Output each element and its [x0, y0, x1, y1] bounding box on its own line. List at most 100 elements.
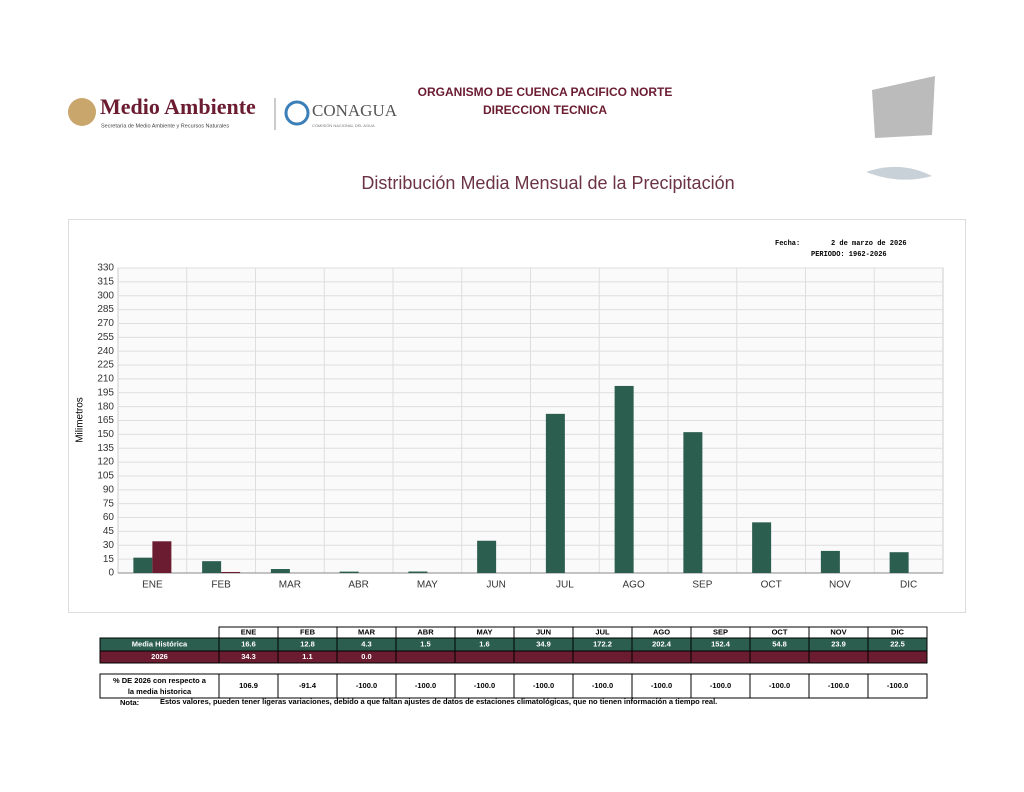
rain-icon [866, 166, 932, 180]
bar [270, 569, 290, 573]
x-tick-label: AGO [623, 580, 645, 591]
logo-subtext: Secretaría de Medio Ambiente y Recursos … [101, 123, 229, 129]
x-tick-label: OCT [761, 580, 782, 591]
table-cell: 1.1 [302, 652, 312, 661]
row-label-line: % DE 2026 con respecto a [113, 676, 207, 685]
column-header: ABR [417, 627, 434, 636]
bar [408, 571, 428, 573]
table-cell: -100.0 [356, 681, 377, 690]
column-header: JUN [536, 627, 551, 636]
column-header: JUL [595, 627, 610, 636]
period: PERIODO: 1962-2026 [811, 251, 887, 259]
table-cell: -100.0 [592, 681, 613, 690]
x-tick-label: JUL [556, 580, 574, 591]
column-header: MAY [477, 627, 493, 636]
table-cell: 34.9 [536, 639, 551, 648]
y-tick-label: 150 [97, 429, 114, 440]
table-cell: 202.4 [652, 639, 672, 648]
y-tick-label: 135 [97, 443, 114, 454]
table-cell: -91.4 [299, 681, 317, 690]
table-cell: -100.0 [828, 681, 849, 690]
y-tick-label: 255 [97, 332, 114, 343]
table-cell: 23.9 [831, 639, 846, 648]
y-tick-label: 75 [103, 498, 115, 509]
x-tick-label: MAR [279, 580, 301, 591]
column-header: MAR [358, 627, 376, 636]
emblem [68, 98, 96, 126]
org-name: DIRECCION TECNICA [483, 103, 607, 117]
logo-text: CONAGUA [312, 101, 398, 120]
table-cell: 1.6 [479, 639, 489, 648]
table-cell: 4.3 [361, 639, 371, 648]
y-axis-label: Milimetros [75, 397, 86, 443]
bar [889, 552, 909, 573]
table-cell: -100.0 [415, 681, 436, 690]
y-tick-label: 165 [97, 415, 114, 426]
y-tick-label: 315 [97, 277, 114, 288]
y-tick-label: 120 [97, 457, 114, 468]
table-cell: 12.8 [300, 639, 315, 648]
table-cell: -100.0 [651, 681, 672, 690]
chart-title: Distribución Media Mensual de la Precipi… [361, 173, 734, 193]
table-cell: 22.5 [890, 639, 905, 648]
table-cell: 34.3 [241, 652, 256, 661]
y-tick-label: 60 [103, 512, 115, 523]
table-cell: 0.0 [361, 652, 371, 661]
x-tick-label: NOV [829, 580, 851, 591]
x-tick-label: ENE [142, 580, 163, 591]
note-label: Nota: [120, 698, 139, 707]
plot: 0 15 30 45 60 75 90 105 120 135 150 165 180 195 210 225… [97, 263, 944, 591]
bar [614, 385, 634, 573]
y-tick-label: 240 [97, 346, 114, 357]
table-cell: 54.8 [772, 639, 787, 648]
bar [152, 541, 172, 573]
table-cell: 152.4 [711, 639, 731, 648]
table-cell: 1.5 [420, 639, 430, 648]
column-header: FEB [300, 627, 316, 636]
bar [133, 557, 153, 573]
y-tick-label: 105 [97, 471, 114, 482]
x-tick-label: DIC [900, 580, 917, 591]
bar [752, 522, 772, 573]
y-tick-label: 0 [108, 568, 114, 579]
y-tick-label: 180 [97, 401, 114, 412]
y-tick-label: 195 [97, 387, 114, 398]
column-header: OCT [772, 627, 788, 636]
y-tick-label: 285 [97, 304, 114, 315]
bar [339, 571, 359, 573]
logo-text: Medio Ambiente [100, 94, 256, 119]
y-tick-label: 30 [103, 540, 115, 551]
table-cell: 172.2 [593, 639, 612, 648]
x-tick-label: JUN [486, 580, 505, 591]
row-label-line: la media historica [128, 687, 192, 696]
table-cell: 106.9 [239, 681, 258, 690]
conagua-emblem [284, 100, 310, 126]
y-tick-label: 15 [103, 554, 115, 565]
bar [820, 550, 840, 573]
column-header: DIC [891, 627, 905, 636]
column-header: NOV [830, 627, 846, 636]
table-cell: 16.6 [241, 639, 256, 648]
row-label: % DE 2026 con respecto a la media histori… [113, 676, 207, 696]
bar [477, 540, 497, 573]
table-cell: -100.0 [887, 681, 908, 690]
row-label: Media Histórica [132, 639, 188, 648]
x-tick-label: SEP [692, 580, 712, 591]
x-tick-label: FEB [211, 580, 231, 591]
date-label: Fecha: [775, 240, 800, 248]
y-tick-label: 270 [97, 318, 114, 329]
column-header: SEP [713, 627, 728, 636]
x-tick-label: ABR [348, 580, 369, 591]
y-tick-label: 90 [103, 484, 115, 495]
table-cell: -100.0 [769, 681, 790, 690]
y-tick-label: 210 [97, 374, 114, 385]
org-name: ORGANISMO DE CUENCA PACIFICO NORTE [418, 85, 673, 99]
y-tick-label: 330 [97, 263, 114, 274]
illustration [872, 76, 935, 138]
column-header: AGO [653, 627, 670, 636]
y-tick-label: 300 [97, 290, 114, 301]
logo-subtext: COMISIÓN NACIONAL DEL AGUA [312, 123, 375, 128]
table-cell: -100.0 [474, 681, 495, 690]
note: Estos valores, pueden tener ligeras vari… [160, 697, 717, 706]
